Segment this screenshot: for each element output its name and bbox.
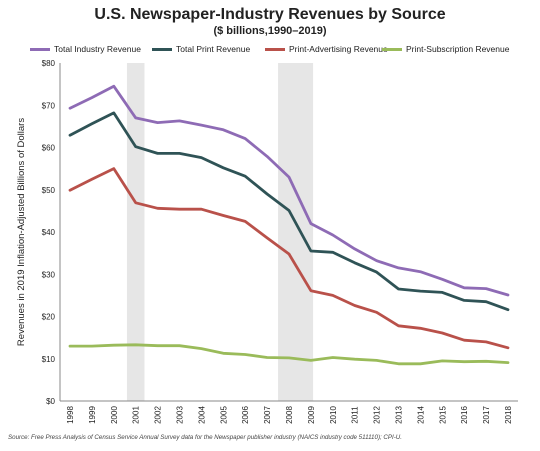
y-tick-label: $30: [42, 270, 56, 279]
x-tick-label: 1999: [88, 406, 97, 424]
y-tick-label: $70: [42, 101, 56, 110]
legend-item-total-print: Total Print Revenue: [152, 44, 250, 54]
x-tick-label: 2004: [197, 406, 206, 424]
x-tick-label: 2014: [416, 406, 425, 424]
x-tick-label: 2015: [438, 406, 447, 424]
y-tick-label: $0: [46, 397, 55, 406]
legend-item-total-industry: Total Industry Revenue: [30, 44, 141, 54]
legend-label: Total Print Revenue: [176, 44, 251, 54]
legend-swatch: [30, 47, 50, 51]
chart-axes: $0 $10 $20 $30 $40 $50 $60 $70 $80 1998 1999 2000 20…: [42, 59, 518, 424]
chart-title: U.S. Newspaper-Industry Revenues by Sour…: [94, 6, 446, 23]
x-tick-label: 2017: [482, 406, 491, 424]
legend-label: Print-Subscription Revenue: [406, 44, 510, 54]
x-tick-label: 2001: [132, 406, 141, 424]
x-tick-label: 2013: [395, 406, 404, 424]
y-tick-label: $80: [42, 59, 56, 68]
y-tick-label: $40: [42, 228, 56, 237]
series-lines: [68, 84, 510, 366]
series-line-total-industry-revenue: [68, 84, 510, 297]
x-tick-label: 2003: [176, 406, 185, 424]
chart-subtitle: ($ billions,1990–2019): [213, 25, 327, 37]
y-axis-label: Revenues in 2019 Inflation-Adjusted Bill…: [16, 118, 27, 346]
recession-shading: [60, 63, 518, 401]
y-tick-label: $10: [42, 355, 56, 364]
legend-swatch: [265, 47, 285, 51]
legend-swatch: [152, 47, 172, 51]
y-tick-label: $60: [42, 144, 56, 153]
recession-band-1: [126, 63, 145, 401]
y-tick-label: $50: [42, 186, 56, 195]
series-line-print-advertising-revenue: [68, 167, 510, 350]
x-tick-label: 1998: [66, 406, 75, 424]
x-tick-label: 2016: [460, 406, 469, 424]
x-tick-label: 2007: [263, 406, 272, 424]
x-tick-label: 2018: [504, 406, 513, 424]
x-tick-label: 2011: [351, 406, 360, 424]
series-line-print-subscription-revenue: [68, 343, 510, 366]
x-tick-label: 2012: [373, 406, 382, 424]
y-tick-label: $20: [42, 313, 56, 322]
series-line-total-print-revenue: [68, 111, 510, 312]
source-note: Source: Free Press Analysis of Census Se…: [8, 434, 402, 441]
legend-label: Total Industry Revenue: [54, 44, 141, 54]
x-tick-label: 2002: [154, 406, 163, 424]
x-tick-label: 2008: [285, 406, 294, 424]
recession-band-2: [278, 63, 314, 401]
x-tick-label: 2009: [307, 406, 316, 424]
x-tick-label: 2006: [241, 406, 250, 424]
x-tick-label: 2000: [110, 406, 119, 424]
x-tick-label: 2010: [329, 406, 338, 424]
legend-swatch: [382, 47, 402, 51]
legend-item-print-subscription: Print-Subscription Revenue: [382, 44, 509, 54]
legend-label: Print-Advertising Revenue: [289, 44, 388, 54]
x-tick-label: 2005: [219, 406, 228, 424]
legend-item-print-advertising: Print-Advertising Revenue: [265, 44, 388, 54]
